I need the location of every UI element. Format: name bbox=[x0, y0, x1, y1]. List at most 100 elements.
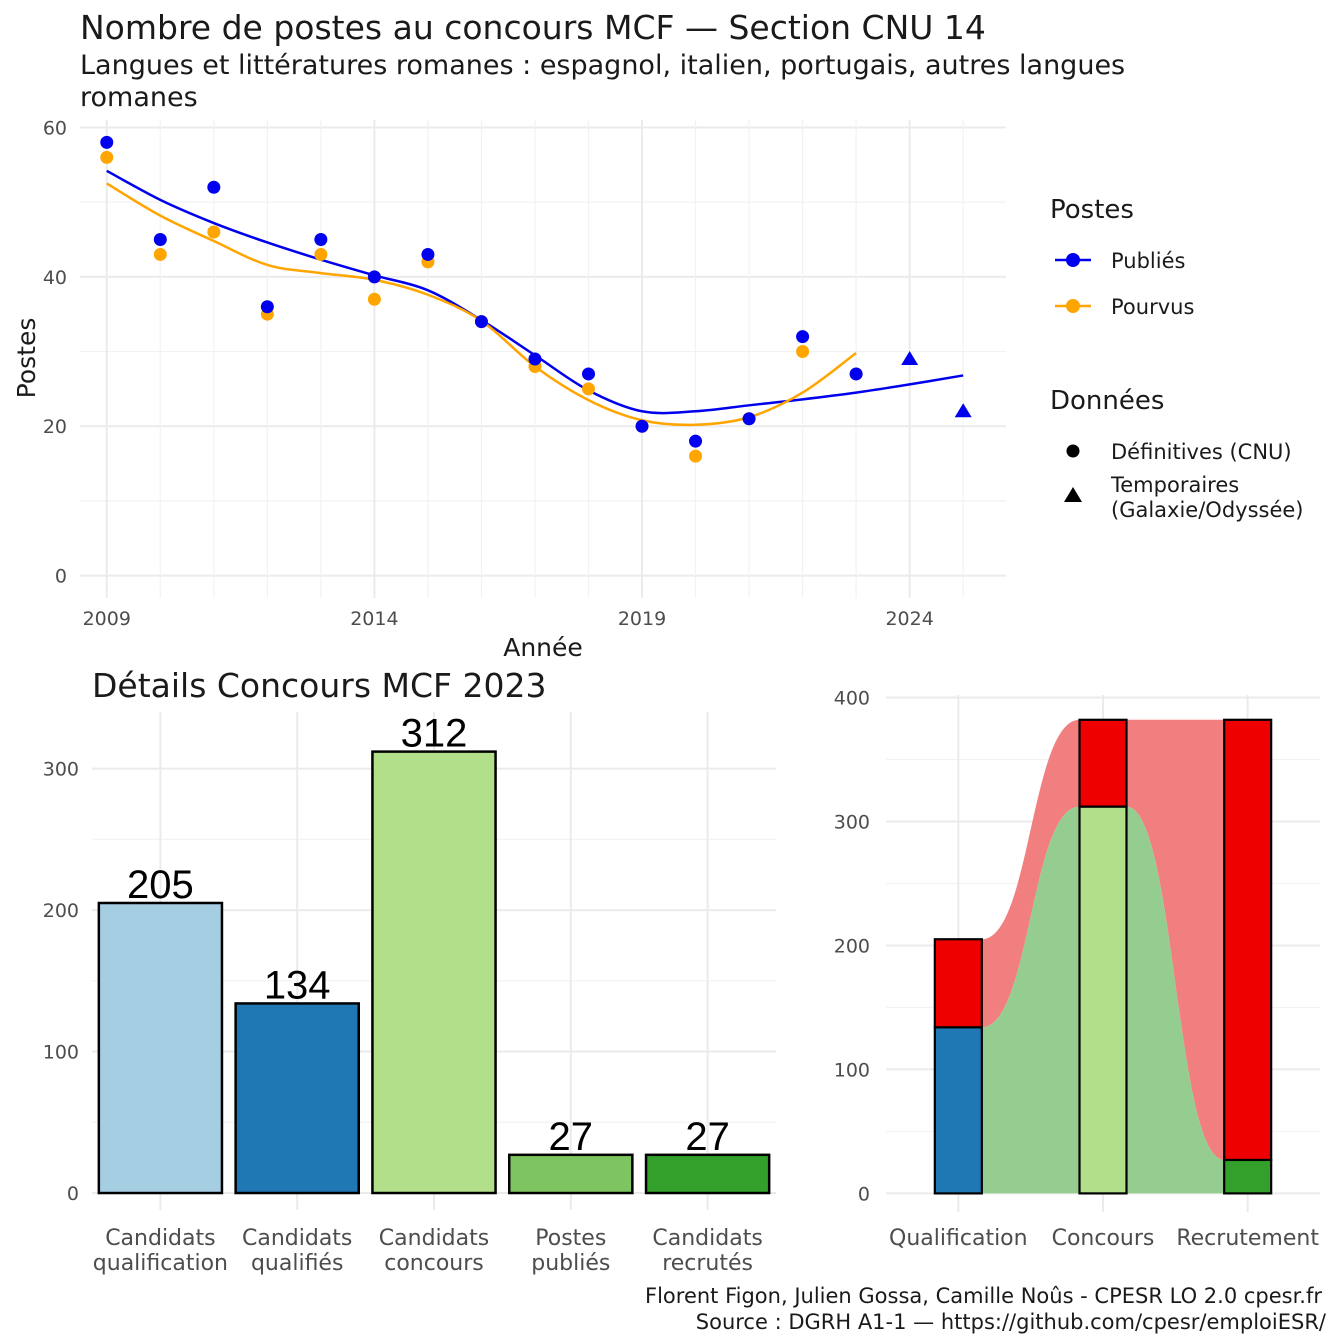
point-pourvus bbox=[100, 150, 114, 164]
legend-label-temporaires-line1: Temporaires bbox=[1110, 473, 1239, 497]
flow-bar-top bbox=[1078, 718, 1128, 808]
bar-value-label: 134 bbox=[264, 963, 331, 1007]
caption-authors: Florent Figon, Julien Gossa, Camille Noû… bbox=[645, 1284, 1322, 1308]
legend-label-definitives: Définitives (CNU) bbox=[1111, 440, 1292, 464]
point-pourvus bbox=[689, 449, 703, 463]
point-publies bbox=[153, 233, 167, 246]
bars bbox=[97, 750, 771, 1195]
point-pourvus bbox=[367, 292, 381, 306]
flow-y-tick-label: 300 bbox=[834, 811, 870, 833]
bar-value-label: 27 bbox=[685, 1115, 730, 1159]
legend-title-donnees: Données bbox=[1050, 386, 1164, 416]
legend-key-temporaires: Temporaires (Galaxie/Odyssée) bbox=[1064, 473, 1304, 522]
top-x-tick-label: 2024 bbox=[885, 608, 933, 630]
bar-category-label-line2: publiés bbox=[531, 1251, 610, 1276]
point-pourvus bbox=[314, 247, 328, 261]
point-publies bbox=[796, 330, 810, 344]
top-x-tick-labels: 2009 2014 2019 2024 bbox=[83, 608, 934, 630]
flow-bar-top bbox=[933, 938, 983, 1029]
flow-y-tick-label: 200 bbox=[834, 935, 870, 957]
bar-category-label-line2: recrutés bbox=[662, 1251, 753, 1276]
flow-bar-bottom bbox=[1078, 805, 1128, 1195]
bar-category-label-line2: qualification bbox=[93, 1251, 228, 1276]
point-publies bbox=[474, 315, 488, 329]
bar-category-label-line1: Candidats bbox=[379, 1226, 489, 1251]
legend-key-pourvus: Pourvus bbox=[1055, 295, 1194, 319]
legend-circle-shape bbox=[1066, 444, 1080, 458]
top-y-tick-label: 0 bbox=[55, 566, 67, 588]
legend-dot-publies bbox=[1066, 253, 1080, 267]
point-temporaire-publies bbox=[901, 351, 919, 365]
point-temporaire-publies bbox=[954, 403, 972, 418]
flow-y-tick-labels: 0 100 200 300 400 bbox=[834, 687, 870, 1205]
legend-key-publies: Publiés bbox=[1055, 249, 1185, 273]
bar-value-label: 27 bbox=[549, 1115, 594, 1159]
top-y-tick-label: 60 bbox=[43, 117, 67, 139]
top-y-tick-label: 20 bbox=[43, 416, 67, 438]
top-y-tick-label: 40 bbox=[43, 267, 67, 289]
top-chart: Nombre de postes au concours MCF — Secti… bbox=[12, 8, 1304, 662]
top-x-axis-title: Année bbox=[503, 633, 583, 662]
point-publies bbox=[421, 247, 435, 261]
flow-category-labels: Qualification Concours Recrutement bbox=[889, 1226, 1319, 1251]
caption-source: Source : DGRH A1-1 — https://github.com/… bbox=[696, 1310, 1327, 1334]
bar-chart: Détails Concours MCF 2023 0 100 200 300 … bbox=[43, 666, 776, 1276]
legend-key-definitives: Définitives (CNU) bbox=[1066, 440, 1292, 464]
point-publies bbox=[528, 352, 542, 366]
flow-category-label: Recrutement bbox=[1176, 1226, 1319, 1251]
bar-category-label-line1: Postes bbox=[535, 1226, 606, 1251]
top-x-tick-label: 2009 bbox=[83, 608, 131, 630]
flow-y-tick-label: 100 bbox=[834, 1059, 870, 1081]
legend-triangle-shape bbox=[1064, 487, 1082, 502]
top-chart-subtitle-line1: Langues et littératures romanes : espagn… bbox=[80, 50, 1125, 81]
bar-value-labels: 205 134 312 27 27 bbox=[127, 712, 730, 1159]
point-publies bbox=[367, 270, 381, 284]
bar bbox=[507, 1153, 634, 1195]
flow-y-tick-label: 400 bbox=[834, 687, 870, 709]
point-publies bbox=[100, 135, 114, 149]
bar-y-tick-label: 200 bbox=[43, 900, 79, 922]
bar-y-tick-label: 100 bbox=[43, 1042, 79, 1064]
top-y-tick-labels: 0 20 40 60 bbox=[43, 117, 67, 587]
bar-category-label-line2: qualifiés bbox=[251, 1251, 343, 1276]
legend-title-postes: Postes bbox=[1050, 195, 1134, 225]
top-x-tick-label: 2019 bbox=[618, 608, 666, 630]
bar bbox=[234, 1002, 361, 1195]
bar-value-label: 312 bbox=[401, 712, 468, 756]
bar bbox=[97, 901, 224, 1195]
point-publies bbox=[742, 412, 756, 426]
bar-y-tick-label: 0 bbox=[67, 1183, 79, 1205]
bar-category-label-line2: concours bbox=[384, 1251, 484, 1276]
top-y-axis-title: Postes bbox=[12, 318, 41, 399]
point-publies bbox=[635, 419, 649, 433]
flow-chart: 0 100 200 300 400 Qualification Concours… bbox=[834, 687, 1320, 1251]
bar-y-tick-label: 300 bbox=[43, 759, 79, 781]
flow-category-label: Qualification bbox=[889, 1226, 1028, 1251]
bar-category-label-line1: Candidats bbox=[105, 1226, 215, 1251]
point-pourvus bbox=[153, 247, 167, 261]
top-chart-subtitle-line2: romanes bbox=[80, 82, 198, 113]
point-publies bbox=[849, 367, 863, 381]
bar bbox=[644, 1153, 771, 1195]
flow-bar-bottom bbox=[933, 1026, 983, 1195]
point-publies bbox=[207, 180, 221, 194]
flow-y-tick-label: 0 bbox=[858, 1183, 870, 1205]
bar-chart-title: Détails Concours MCF 2023 bbox=[92, 666, 547, 705]
flow-band-red bbox=[981, 719, 1225, 1160]
flow-category-label: Concours bbox=[1052, 1226, 1155, 1251]
point-publies bbox=[314, 233, 328, 246]
flow-bar-bottom bbox=[1223, 1158, 1273, 1195]
top-data-points bbox=[100, 135, 972, 463]
legend-label-pourvus: Pourvus bbox=[1111, 295, 1194, 319]
point-publies bbox=[689, 434, 703, 448]
bar-y-tick-labels: 0 100 200 300 bbox=[43, 759, 79, 1205]
flow-bars bbox=[933, 718, 1273, 1195]
bar-value-label: 205 bbox=[127, 863, 194, 907]
legend-label-publies: Publiés bbox=[1111, 249, 1185, 273]
bar-category-label-line1: Candidats bbox=[242, 1226, 352, 1251]
bar-category-label-line1: Candidats bbox=[652, 1226, 762, 1251]
legend: Postes Publiés Pourvus Données Définitiv… bbox=[1050, 195, 1304, 522]
top-chart-title: Nombre de postes au concours MCF — Secti… bbox=[80, 8, 986, 47]
bar-category-labels: Candidats qualification Candidats qualif… bbox=[93, 1226, 763, 1276]
